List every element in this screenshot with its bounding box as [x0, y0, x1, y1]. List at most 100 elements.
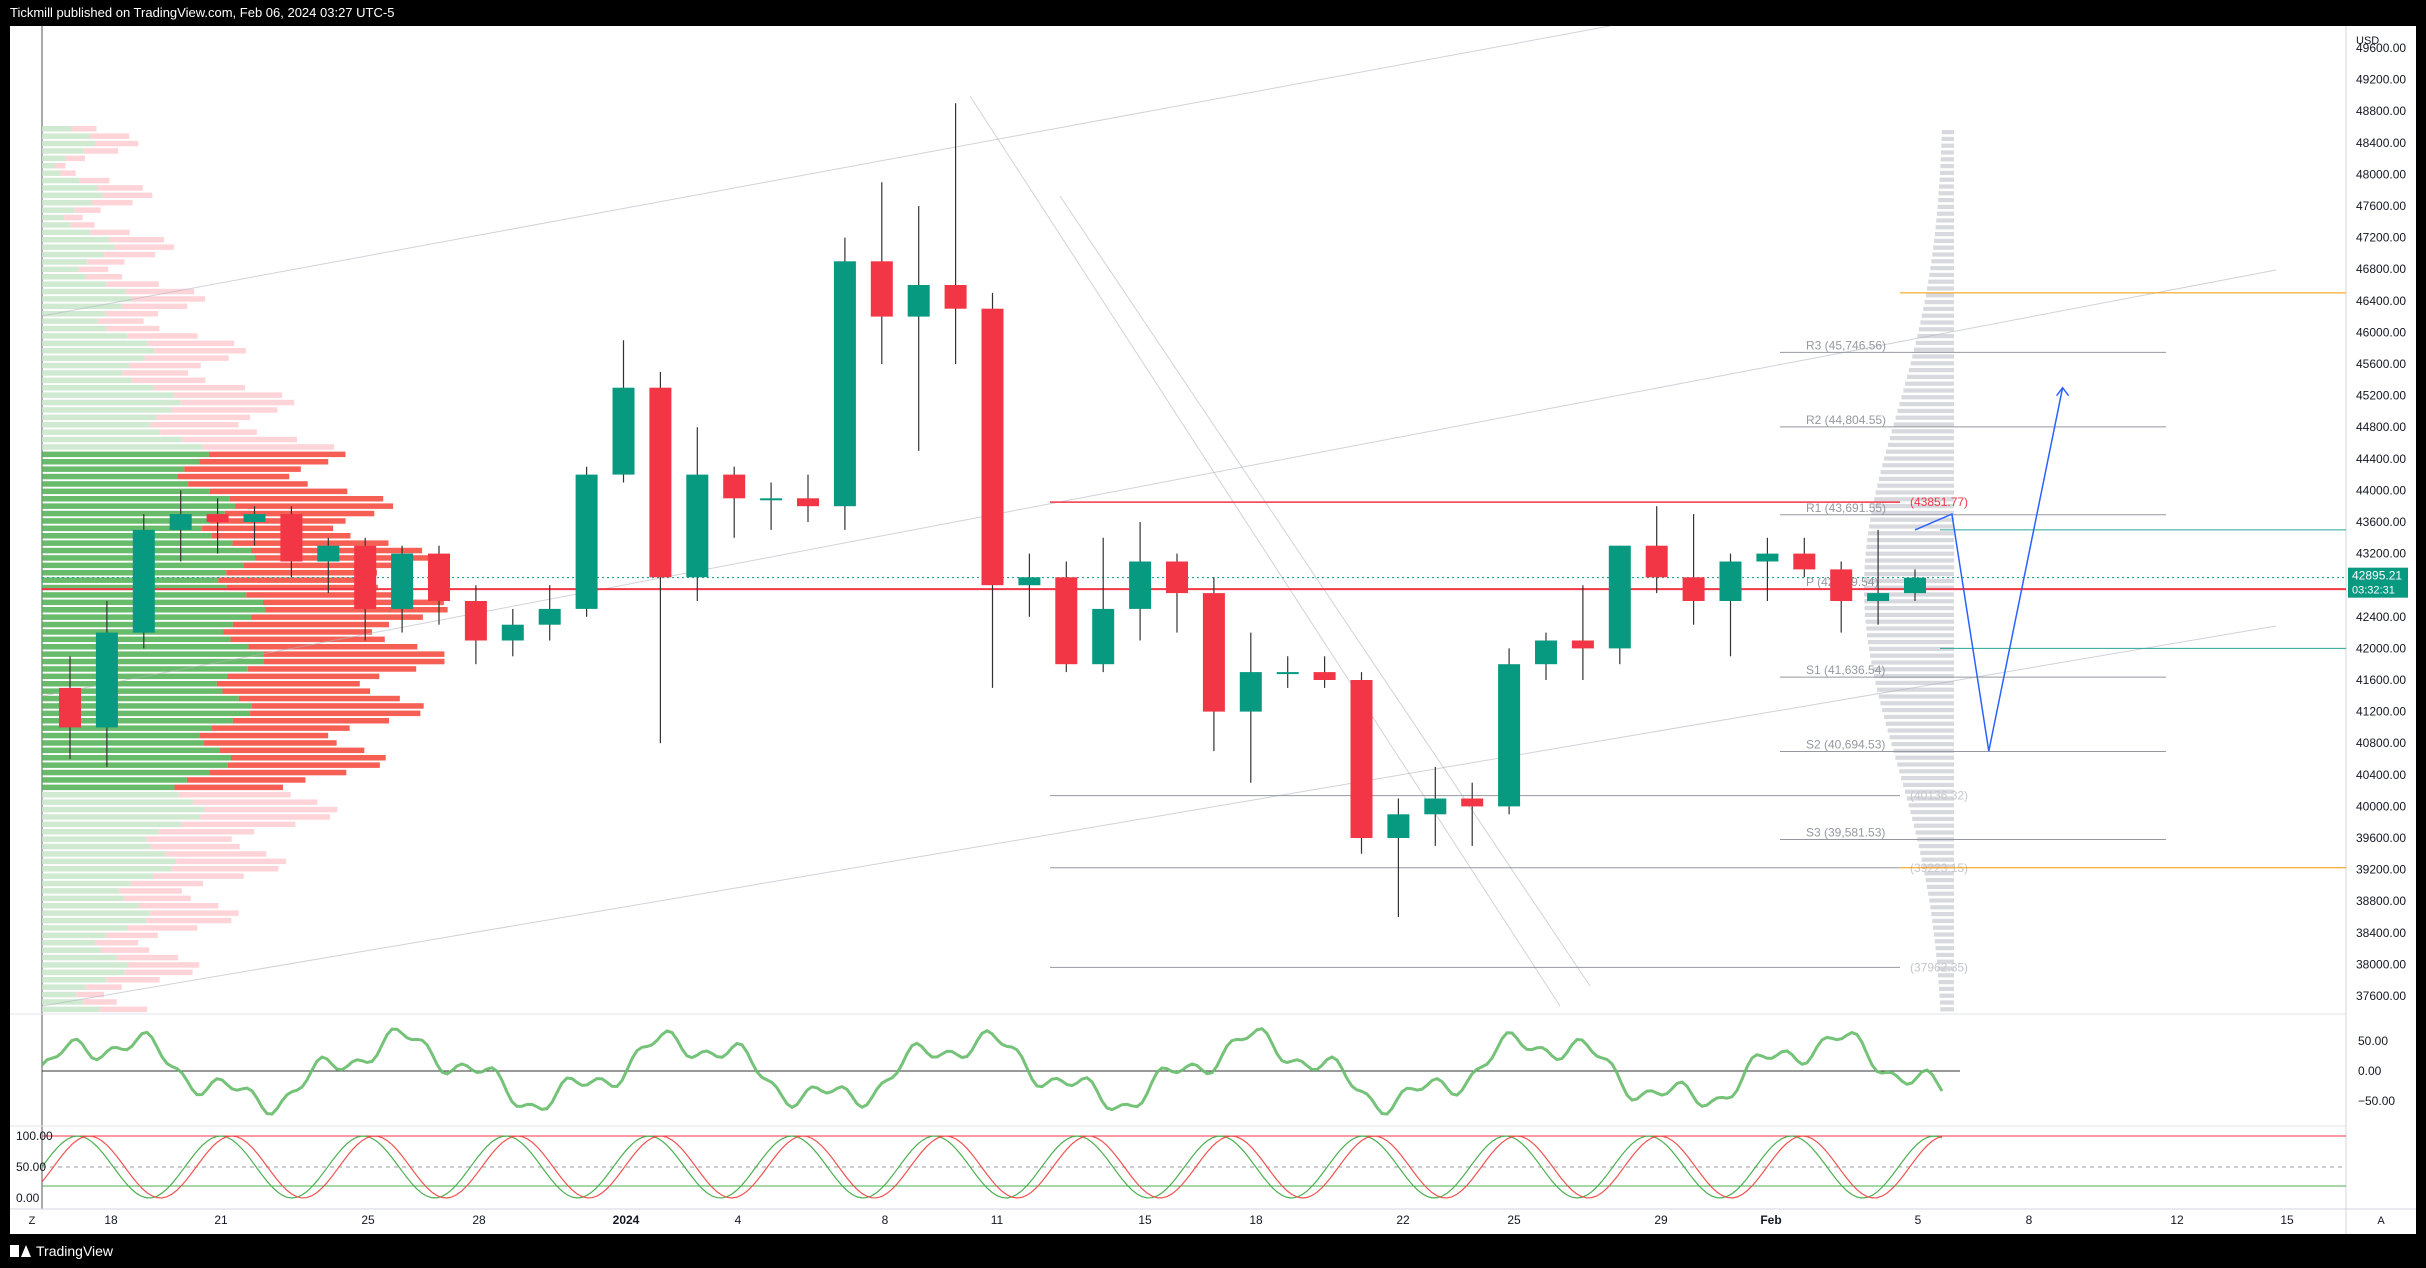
- publish-text: Tickmill published on TradingView.com, F…: [10, 5, 395, 20]
- profile-bar-up: [42, 829, 159, 835]
- candle-body: [1830, 569, 1853, 601]
- profile-bar-up: [42, 170, 61, 176]
- profile-bar-up: [42, 969, 125, 976]
- profile-bar: [1940, 164, 1954, 169]
- date-label: 15: [1138, 1213, 1152, 1227]
- profile-bar-down: [153, 385, 246, 391]
- profile-bar-up: [42, 518, 209, 524]
- candle-body: [686, 474, 709, 578]
- price-tick-label: 49200.00: [2356, 73, 2406, 87]
- profile-bar: [1885, 721, 1954, 726]
- candle-body: [132, 529, 155, 633]
- profile-bar: [1869, 524, 1954, 529]
- profile-bar-down: [174, 784, 283, 791]
- profile-bar: [1899, 769, 1954, 774]
- profile-bar-up: [42, 385, 154, 391]
- candle-body: [428, 553, 450, 601]
- profile-bar-down: [152, 873, 244, 879]
- stoch-d-line: [41, 1135, 1943, 1199]
- profile-bar: [1933, 245, 1954, 250]
- profile-bar: [1867, 640, 1954, 645]
- profile-bar: [1878, 694, 1954, 699]
- price-tick-label: 46400.00: [2356, 294, 2406, 308]
- profile-bar-down: [129, 362, 201, 369]
- profile-bar-up: [42, 296, 132, 302]
- profile-bar-down: [250, 710, 421, 717]
- profile-bar-down: [114, 244, 175, 250]
- profile-bar: [1889, 735, 1954, 740]
- profile-bar: [1908, 368, 1954, 373]
- candle-body: [538, 608, 561, 625]
- profile-bar: [1912, 354, 1954, 359]
- profile-bar-up: [42, 732, 200, 739]
- profile-bar: [1936, 952, 1954, 957]
- profile-bar: [1864, 599, 1954, 604]
- profile-bar-up: [42, 725, 212, 731]
- profile-bar: [1939, 986, 1954, 991]
- profile-bar: [1903, 388, 1954, 393]
- profile-bar-up: [42, 148, 84, 154]
- profile-bar-down: [186, 777, 306, 783]
- level-label: (37962.35): [1910, 960, 1968, 974]
- profile-bar: [1893, 748, 1954, 753]
- profile-bar-down: [106, 325, 160, 332]
- profile-bar-down: [235, 503, 394, 509]
- profile-bar: [1903, 782, 1954, 787]
- profile-bar-down: [265, 607, 448, 613]
- profile-bar-up: [42, 858, 177, 865]
- time-axis[interactable]: 18 21 25 28 2024 4 8 11 15 18 22 25 29 Feb 5 8 12 15 Z A: [29, 1213, 2386, 1227]
- tradingview-chart[interactable]: R3 (45,746.56) R2 (44,804.55) R1 (43,691.5…: [10, 25, 2416, 1234]
- profile-bar-up: [42, 843, 151, 850]
- profile-bar: [1865, 551, 1954, 556]
- price-tick-label: 44000.00: [2356, 483, 2406, 497]
- tradingview-logo[interactable]: TradingView: [10, 1243, 113, 1259]
- profile-bar-down: [178, 473, 290, 480]
- profile-bar: [1917, 334, 1954, 339]
- profile-bar-down: [209, 488, 348, 495]
- profile-bar: [1897, 762, 1954, 767]
- profile-bar-up: [42, 917, 147, 924]
- profile-bar-up: [42, 880, 131, 887]
- candle-body: [1608, 545, 1631, 649]
- profile-bar-down: [263, 651, 445, 657]
- profile-bar-up: [42, 836, 147, 842]
- pivot-label: S2 (40,694.53): [1806, 738, 1885, 752]
- price-tick-label: 40000.00: [2356, 799, 2406, 813]
- profile-bar: [1941, 130, 1954, 135]
- profile-bar: [1934, 232, 1954, 237]
- profile-bar-down: [146, 836, 232, 842]
- profile-bar-down: [208, 518, 346, 524]
- profile-bar: [1930, 905, 1954, 910]
- oscillators: [40, 1027, 2346, 1199]
- profile-bar-up: [42, 821, 182, 828]
- profile-bar-down: [263, 599, 444, 606]
- candle-body: [575, 474, 598, 609]
- price-tick-label: 40400.00: [2356, 768, 2406, 782]
- profile-bar-up: [42, 947, 101, 953]
- profile-bar-up: [42, 488, 210, 495]
- profile-bar-up: [42, 962, 129, 968]
- profile-bar-up: [42, 140, 95, 147]
- profile-bar: [1907, 374, 1954, 379]
- profile-bar-down: [91, 200, 133, 206]
- profile-bar-up: [42, 740, 205, 746]
- profile-bar-up: [42, 984, 86, 990]
- profile-bar-down: [127, 333, 198, 339]
- profile-bar: [1939, 177, 1954, 182]
- volume-profile-left: [42, 126, 448, 1013]
- auto-scale-toggle: A: [2377, 1215, 2385, 1227]
- profile-bar: [1884, 456, 1954, 461]
- profile-bar: [1880, 701, 1954, 706]
- profile-bar: [1867, 538, 1954, 543]
- profile-bar-up: [42, 1006, 100, 1013]
- profile-bar-down: [230, 636, 385, 643]
- profile-bar-up: [42, 214, 65, 221]
- profile-bar-down: [150, 843, 240, 850]
- price-tick-label: 48000.00: [2356, 167, 2406, 181]
- candle-body: [1202, 593, 1225, 712]
- profile-bar: [1936, 218, 1954, 223]
- profile-bar-down: [226, 570, 377, 576]
- trend-line: [969, 95, 1561, 1007]
- candle-body: [1350, 680, 1373, 838]
